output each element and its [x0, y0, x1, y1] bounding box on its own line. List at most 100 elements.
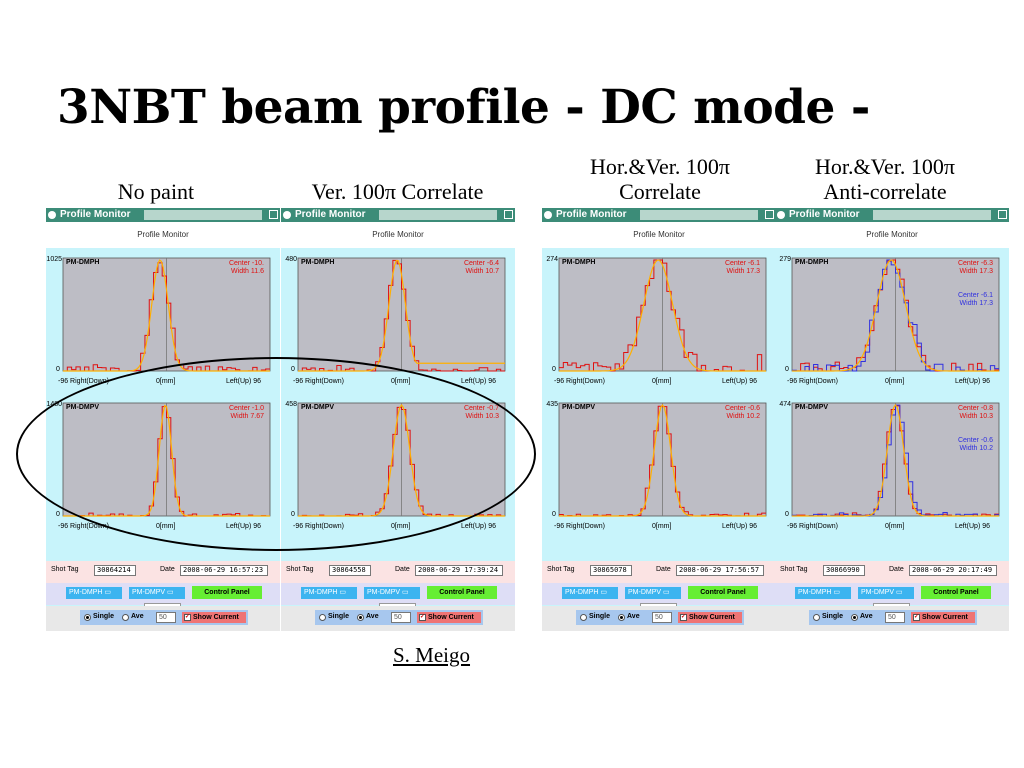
ave-count-field[interactable]: 50 [885, 612, 905, 623]
window-titlebar[interactable]: Profile Monitor [46, 208, 280, 222]
y-max-label: 458 [285, 401, 297, 408]
y-zero-label: 0 [56, 366, 60, 373]
shot-tag-field[interactable]: 30866990 [823, 565, 865, 576]
combo-v-select[interactable]: PM-DMPV ▭ [625, 587, 681, 599]
window-icon[interactable] [48, 211, 56, 219]
fit-curve [298, 403, 505, 517]
show-current-checkbox[interactable]: ✓ Show Current [417, 612, 481, 623]
shot-tag-field[interactable]: 30864558 [329, 565, 371, 576]
single-radio[interactable] [319, 614, 326, 621]
combo-arrow-icon[interactable]: ▭ [896, 589, 903, 596]
control-panel-button[interactable]: Control Panel [427, 586, 497, 599]
show-current-checkbox[interactable]: ✓ Show Current [182, 612, 246, 623]
window-titlebar[interactable]: Profile Monitor [775, 208, 1009, 222]
x-mid-label: 0[mm] [885, 378, 905, 385]
show-current-label: Show Current [193, 614, 239, 621]
profile-monitor-window: Profile Monitor Profile Monitor 1025 0 -… [46, 208, 280, 631]
caption-no-paint: No paint [117, 179, 195, 204]
show-current-checkbox[interactable]: ✓ Show Current [911, 612, 975, 623]
combo-v-select[interactable]: PM-DMPV ▭ [364, 587, 420, 599]
y-max-label: 474 [779, 401, 791, 408]
combo-v-select[interactable]: PM-DMPV ▭ [129, 587, 185, 599]
profile-chart-svg [558, 257, 767, 372]
profile-chart-svg [558, 402, 767, 517]
width-stat: Width 10.7 [465, 268, 499, 275]
center-stat: Center -6.1 [724, 260, 760, 267]
maximize-icon[interactable] [765, 210, 774, 219]
shot-tag-label: Shot Tag [780, 566, 808, 573]
monitor-select-bar: PM-DMPH ▭ PM-DMPV ▭ Control Panel [46, 583, 280, 605]
maximize-icon[interactable] [269, 210, 278, 219]
window-titlebar[interactable]: Profile Monitor [281, 208, 515, 222]
x-right-label: Left(Up) 96 [461, 523, 497, 530]
window-icon[interactable] [777, 211, 785, 219]
date-field[interactable]: 2008-06-29 17:39:24 [415, 565, 503, 576]
y-zero-label: 0 [291, 366, 295, 373]
combo-h-select[interactable]: PM-DMPH ▭ [562, 587, 618, 599]
combo-v-label: PM-DMPV [861, 589, 895, 596]
ave-radio[interactable] [618, 614, 625, 621]
profile-monitor-window: Profile Monitor Profile Monitor 279 0 -9… [775, 208, 1009, 631]
profile-chart-svg [297, 402, 506, 517]
width-stat: Width 7.67 [230, 413, 264, 420]
show-current-checkbox[interactable]: ✓ Show Current [678, 612, 742, 623]
ave-count-field[interactable]: 50 [156, 612, 176, 623]
ave-count-field[interactable]: 50 [652, 612, 672, 623]
date-label: Date [395, 566, 410, 573]
window-icon[interactable] [283, 211, 291, 219]
combo-v-select[interactable]: PM-DMPV ▭ [858, 587, 914, 599]
control-panel-button[interactable]: Control Panel [192, 586, 262, 599]
profile-monitor-window: Profile Monitor Profile Monitor 480 0 -9… [281, 208, 515, 631]
combo-arrow-icon[interactable]: ▭ [167, 589, 174, 596]
histogram-red [559, 405, 766, 517]
control-panel-button[interactable]: Control Panel [921, 586, 991, 599]
x-left-label: -96 Right(Down) [293, 378, 344, 385]
ave-count-field[interactable]: 50 [391, 612, 411, 623]
combo-h-select[interactable]: PM-DMPH ▭ [66, 587, 122, 599]
histogram-red [63, 262, 270, 372]
checkbox-check-icon[interactable]: ✓ [913, 614, 920, 621]
single-radio[interactable] [84, 614, 91, 621]
single-label: Single [589, 613, 611, 620]
control-panel-button[interactable]: Control Panel [688, 586, 758, 599]
checkbox-check-icon[interactable]: ✓ [680, 614, 687, 621]
center-stat: Center -0.7 [463, 405, 499, 412]
y-zero-label: 0 [785, 511, 789, 518]
single-radio[interactable] [580, 614, 587, 621]
single-radio[interactable] [813, 614, 820, 621]
x-mid-label: 0[mm] [156, 523, 176, 530]
monitor-name: PM-DMPV [562, 404, 596, 411]
ave-radio[interactable] [851, 614, 858, 621]
ave-radio[interactable] [357, 614, 364, 621]
combo-h-select[interactable]: PM-DMPH ▭ [301, 587, 357, 599]
y-max-label: 274 [546, 256, 558, 263]
slide-title: 3NBT beam profile - DC mode - [57, 80, 870, 135]
y-zero-label: 0 [552, 366, 556, 373]
shot-tag-field[interactable]: 30864214 [94, 565, 136, 576]
ave-radio[interactable] [122, 614, 129, 621]
combo-arrow-icon[interactable]: ▭ [402, 589, 409, 596]
maximize-icon[interactable] [998, 210, 1007, 219]
combo-arrow-icon[interactable]: ▭ [663, 589, 670, 596]
panel-header: Profile Monitor [633, 230, 685, 239]
combo-h-select[interactable]: PM-DMPH ▭ [795, 587, 851, 599]
combo-arrow-icon[interactable]: ▭ [833, 589, 841, 596]
date-field[interactable]: 2008-06-29 20:17:49 [909, 565, 997, 576]
center-stat-blue: Center -0.6 [957, 437, 993, 444]
combo-arrow-icon[interactable]: ▭ [104, 589, 112, 596]
window-icon[interactable] [544, 211, 552, 219]
checkbox-check-icon[interactable]: ✓ [419, 614, 426, 621]
date-field[interactable]: 2008-06-29 17:56:57 [676, 565, 764, 576]
window-titlebar[interactable]: Profile Monitor [542, 208, 776, 222]
combo-arrow-icon[interactable]: ▭ [600, 589, 608, 596]
checkbox-check-icon[interactable]: ✓ [184, 614, 191, 621]
shot-tag-field[interactable]: 30865078 [590, 565, 632, 576]
plot-v: 458 0 -96 Right(Down) 0[mm] Left(Up) 96 … [281, 395, 515, 530]
width-stat: Width 17.3 [726, 268, 760, 275]
panel-header: Profile Monitor [137, 230, 189, 239]
date-field[interactable]: 2008-06-29 16:57:23 [180, 565, 268, 576]
fit-curve [63, 404, 270, 517]
author-link[interactable]: S. Meigo [393, 643, 471, 667]
maximize-icon[interactable] [504, 210, 513, 219]
combo-arrow-icon[interactable]: ▭ [339, 589, 347, 596]
